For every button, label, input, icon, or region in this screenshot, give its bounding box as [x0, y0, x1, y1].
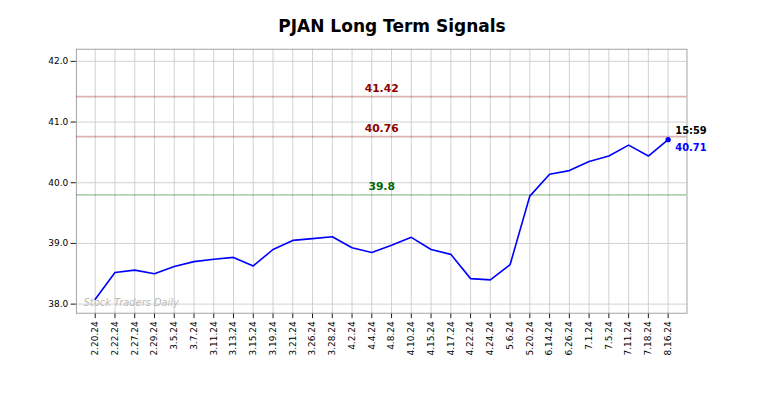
svg-text:3.21.24: 3.21.24 [288, 321, 298, 356]
svg-text:5.6.24: 5.6.24 [505, 321, 515, 350]
svg-text:38.0: 38.0 [48, 299, 68, 309]
svg-text:6.14.24: 6.14.24 [544, 321, 554, 356]
svg-text:39.8: 39.8 [368, 180, 395, 193]
svg-text:7.5.24: 7.5.24 [604, 321, 614, 350]
svg-text:2.29.24: 2.29.24 [149, 321, 159, 356]
svg-text:3.26.24: 3.26.24 [307, 321, 317, 356]
svg-text:4.4.24: 4.4.24 [367, 321, 377, 350]
svg-text:7.18.24: 7.18.24 [643, 321, 653, 356]
svg-text:40.0: 40.0 [48, 178, 68, 188]
svg-text:40.76: 40.76 [365, 122, 399, 135]
svg-text:3.15.24: 3.15.24 [248, 321, 258, 356]
svg-text:4.24.24: 4.24.24 [485, 321, 495, 356]
svg-text:3.13.24: 3.13.24 [228, 321, 238, 356]
svg-text:4.10.24: 4.10.24 [406, 321, 416, 356]
svg-text:40.71: 40.71 [675, 142, 706, 153]
svg-text:7.11.24: 7.11.24 [623, 321, 633, 356]
svg-text:2.22.24: 2.22.24 [110, 321, 120, 356]
svg-text:4.15.24: 4.15.24 [426, 321, 436, 356]
svg-text:5.20.24: 5.20.24 [525, 321, 535, 356]
svg-text:2.20.24: 2.20.24 [90, 321, 100, 356]
html-text:PJAN Long Term Signals: PJAN Long Term Signals [278, 16, 506, 36]
svg-text:42.0: 42.0 [48, 56, 68, 66]
svg-text:3.11.24: 3.11.24 [209, 321, 219, 356]
svg-text:3.19.24: 3.19.24 [268, 321, 278, 356]
svg-text:Stock Traders Daily: Stock Traders Daily [84, 297, 180, 308]
svg-text:4.22.24: 4.22.24 [465, 321, 475, 356]
svg-text:41.42: 41.42 [365, 82, 399, 95]
svg-text:15:59: 15:59 [675, 125, 707, 136]
svg-text:7.1.24: 7.1.24 [584, 321, 594, 350]
svg-text:3.7.24: 3.7.24 [189, 321, 199, 350]
svg-text:8.16.24: 8.16.24 [663, 321, 673, 356]
svg-text:39.0: 39.0 [48, 238, 68, 248]
svg-text:2.27.24: 2.27.24 [130, 321, 140, 356]
svg-text:4.17.24: 4.17.24 [446, 321, 456, 356]
svg-text:6.26.24: 6.26.24 [564, 321, 574, 356]
svg-text:3.28.24: 3.28.24 [327, 321, 337, 356]
svg-text:41.0: 41.0 [48, 117, 68, 127]
svg-text:4.2.24: 4.2.24 [347, 321, 357, 350]
svg-text:4.8.24: 4.8.24 [386, 321, 396, 350]
svg-text:3.5.24: 3.5.24 [169, 321, 179, 350]
